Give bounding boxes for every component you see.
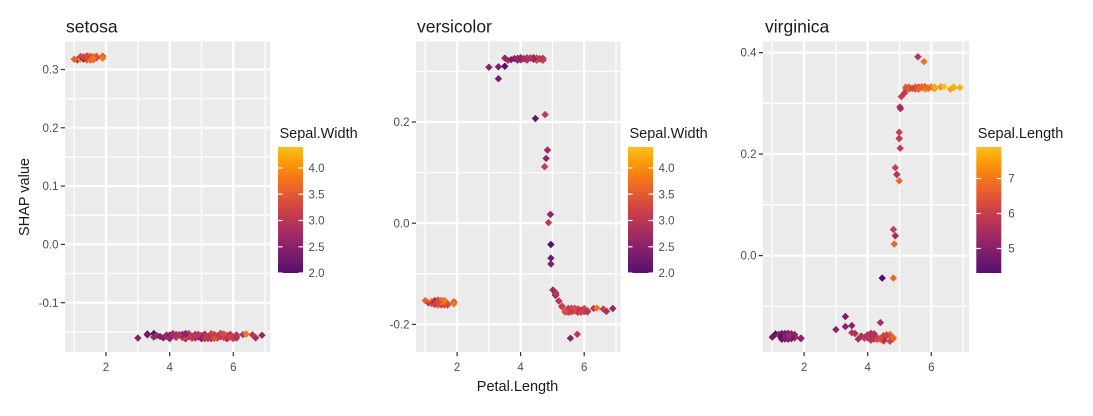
- svg-text:2: 2: [801, 362, 807, 374]
- svg-text:SHAP value: SHAP value: [17, 158, 33, 236]
- svg-text:virginica: virginica: [765, 17, 829, 37]
- svg-text:2: 2: [454, 362, 460, 374]
- svg-text:6: 6: [230, 362, 236, 374]
- svg-text:3.0: 3.0: [659, 216, 675, 228]
- svg-text:5: 5: [1008, 244, 1014, 256]
- svg-text:0.3: 0.3: [43, 65, 59, 77]
- svg-text:0.0: 0.0: [741, 251, 757, 263]
- svg-text:6: 6: [1008, 209, 1014, 221]
- svg-text:6: 6: [928, 362, 934, 374]
- svg-text:3.5: 3.5: [659, 189, 675, 201]
- svg-text:Sepal.Width: Sepal.Width: [630, 126, 708, 142]
- svg-text:0.2: 0.2: [394, 117, 410, 129]
- svg-text:2.0: 2.0: [659, 268, 675, 280]
- svg-text:Sepal.Length: Sepal.Length: [978, 126, 1063, 142]
- svg-text:4: 4: [864, 362, 871, 374]
- svg-text:2.5: 2.5: [309, 242, 325, 254]
- svg-text:0.0: 0.0: [43, 240, 59, 252]
- svg-text:3.5: 3.5: [309, 189, 325, 201]
- svg-text:3.0: 3.0: [309, 216, 325, 228]
- svg-text:0.0: 0.0: [394, 218, 410, 230]
- svg-text:2: 2: [103, 362, 109, 374]
- svg-text:-0.1: -0.1: [39, 298, 59, 310]
- svg-text:4: 4: [517, 362, 524, 374]
- svg-text:2.5: 2.5: [659, 242, 675, 254]
- svg-text:0.1: 0.1: [43, 181, 59, 193]
- svg-text:Sepal.Width: Sepal.Width: [280, 126, 358, 142]
- svg-text:versicolor: versicolor: [417, 17, 492, 37]
- svg-text:7: 7: [1008, 174, 1014, 186]
- svg-text:-0.2: -0.2: [390, 320, 410, 332]
- svg-text:setosa: setosa: [66, 17, 118, 37]
- svg-text:4.0: 4.0: [659, 163, 675, 175]
- svg-text:0.4: 0.4: [741, 48, 758, 60]
- svg-text:0.2: 0.2: [43, 123, 59, 135]
- svg-text:0.2: 0.2: [741, 149, 757, 161]
- svg-text:6: 6: [581, 362, 587, 374]
- svg-text:4.0: 4.0: [309, 163, 325, 175]
- svg-text:2.0: 2.0: [309, 268, 325, 280]
- svg-text:Petal.Length: Petal.Length: [477, 379, 558, 395]
- svg-text:4: 4: [166, 362, 173, 374]
